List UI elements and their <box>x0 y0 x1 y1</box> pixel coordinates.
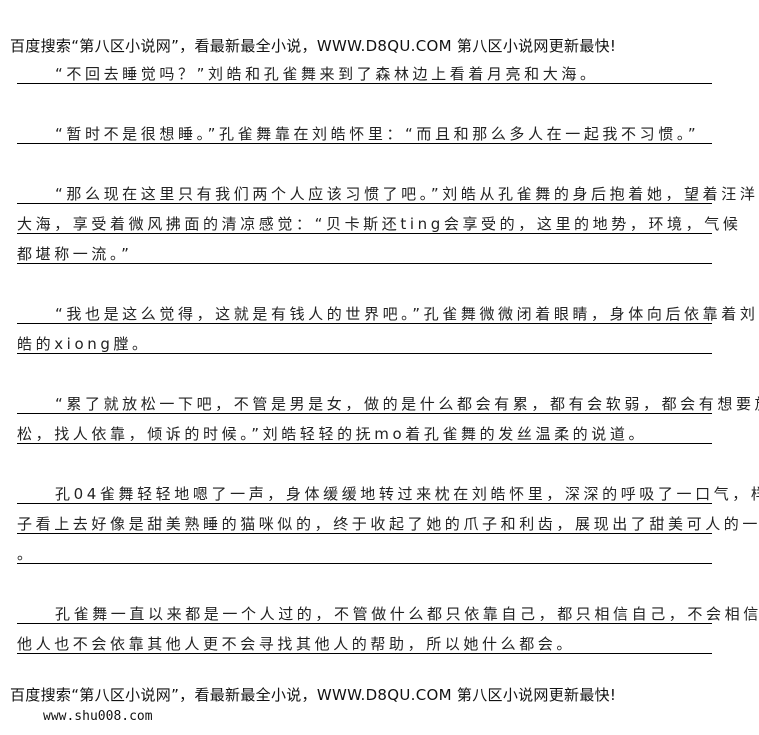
text-line: “那么现在这里只有我们两个人应该习惯了吧。”刘皓从孔雀舞的身后抱着她，望着汪洋 <box>17 185 755 204</box>
text-line: 皓的xiong膛。 <box>17 335 712 354</box>
text-line: 。 <box>17 545 712 564</box>
text-line: “不回去睡觉吗？”刘皓和孔雀舞来到了森林边上看着月亮和大海。 <box>17 65 712 84</box>
text-line: “我也是这么觉得，这就是有钱人的世界吧。”孔雀舞微微闭着眼睛，身体向后依靠着刘 <box>17 305 755 324</box>
text-line: “暂时不是很想睡。”孔雀舞靠在刘皓怀里：“而且和那么多人在一起我不习惯。” <box>17 125 712 144</box>
text-line: “累了就放松一下吧，不管是男是女，做的是什么都会有累，都有会软弱，都会有想要放 <box>17 395 759 414</box>
footer-url: www.shu008.com <box>43 709 153 724</box>
text-line: 他人也不会依靠其他人更不会寻找其他人的帮助，所以她什么都会。 <box>17 635 712 654</box>
text-line: 都堪称一流。” <box>17 245 712 264</box>
header-banner: 百度搜索“第八区小说网”，看最新最全小说，WWW.D8QU.COM 第八区小说网… <box>10 37 617 55</box>
text-line: 孔04雀舞轻轻地嗯了一声，身体缓缓地转过来枕在刘皓怀里，深深的呼吸了一口气，样 <box>17 485 759 504</box>
footer-banner: 百度搜索“第八区小说网”，看最新最全小说，WWW.D8QU.COM 第八区小说网… <box>10 686 617 704</box>
text-line: 大海，享受着微风拂面的清凉感觉：“贝卡斯还ting会享受的，这里的地势，环境，气… <box>17 215 742 234</box>
text-line: 孔雀舞一直以来都是一个人过的，不管做什么都只依靠自己，都只相信自己，不会相信其 <box>17 605 759 624</box>
text-line: 松，找人依靠，倾诉的时候。”刘皓轻轻的抚mo着孔雀舞的发丝温柔的说道。 <box>17 425 712 444</box>
text-line: 子看上去好像是甜美熟睡的猫咪似的，终于收起了她的爪子和利齿，展现出了甜美可人的一… <box>17 515 759 534</box>
